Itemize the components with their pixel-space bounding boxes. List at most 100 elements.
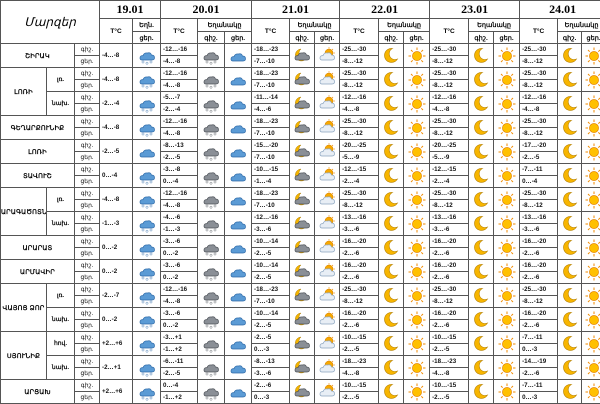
date-header-5: 23.01 xyxy=(430,1,520,19)
sun-icon xyxy=(494,44,520,68)
temperature-day: 0…-3 xyxy=(520,344,558,356)
moon-icon xyxy=(379,212,404,236)
temperature-night: -8…-13 xyxy=(252,356,290,368)
weather-col-header: Եղանակը xyxy=(379,19,430,32)
temperature-night: -3…-6 xyxy=(161,260,198,272)
moon-cloud-icon xyxy=(290,212,315,236)
temperature-night: -18…-23 xyxy=(340,356,379,368)
sun-icon xyxy=(494,284,520,308)
temperature-night: -12…-16 xyxy=(161,116,198,128)
temperature-day: -8…-12 xyxy=(340,296,379,308)
cloud-icon xyxy=(225,212,252,236)
moon-cloud-icon xyxy=(290,116,315,140)
temperature-day: -4…-8 xyxy=(430,104,469,116)
moon-icon xyxy=(379,44,404,68)
temperature-night: -16…-20 xyxy=(520,236,558,248)
temperature-night: -18…-23 xyxy=(252,68,290,80)
temperature-day: -2…-4 xyxy=(161,104,198,116)
moon-icon xyxy=(379,140,404,164)
moon-icon xyxy=(558,380,582,404)
temperature-day: -4…-8 xyxy=(161,56,198,68)
sun-icon xyxy=(494,356,520,380)
temperature-day: -2…-5 xyxy=(161,152,198,164)
region-name: ԼՈՌԻ xyxy=(1,68,47,116)
temperature-day: -8…-12 xyxy=(430,296,469,308)
temperature-night: -5…-7 xyxy=(161,92,198,104)
subregion-label: լռ. xyxy=(47,68,75,92)
sun-cloud-icon xyxy=(315,308,340,332)
night-label: գիշ. xyxy=(75,308,100,320)
night-label: գիշ. xyxy=(75,140,100,152)
sun-icon xyxy=(582,284,600,308)
table-row: նախ.գիշ.0…-2-3…-6-10…-14-16…-20-16…-20-1… xyxy=(1,308,600,320)
moon-icon xyxy=(469,380,494,404)
temperature-day: -8…-12 xyxy=(520,200,558,212)
temperature-day: -2…-5 xyxy=(430,344,469,356)
temperature-day: -2…-6 xyxy=(520,368,558,380)
snow-cloud-icon xyxy=(133,212,161,236)
moon-icon xyxy=(379,92,404,116)
temperature-night: -12…-16 xyxy=(340,92,379,104)
temperature-night: -3…-8 xyxy=(161,164,198,176)
temperature-day: -3…-6 xyxy=(430,224,469,236)
sun-icon xyxy=(582,308,600,332)
snow-dark-cloud-icon xyxy=(198,284,225,308)
temperature-night: -3…-6 xyxy=(161,308,198,320)
sun-cloud-icon xyxy=(315,116,340,140)
temperature-day: -4…-8 xyxy=(520,104,558,116)
temp-col-header: T°C xyxy=(520,19,558,44)
sun-icon xyxy=(404,116,430,140)
sun-icon xyxy=(404,212,430,236)
moon-icon xyxy=(558,260,582,284)
day-label: ցեր. xyxy=(75,80,100,92)
temperature-night: -20…-25 xyxy=(340,140,379,152)
temperature-night: -16…-20 xyxy=(430,236,469,248)
region-name: ԱՐԱԳԱԾՈՏՆ xyxy=(1,188,47,236)
sun-icon xyxy=(582,380,600,404)
cloud-icon xyxy=(225,188,252,212)
moon-icon xyxy=(469,212,494,236)
day-label: ցեր. xyxy=(75,176,100,188)
moon-icon xyxy=(558,164,582,188)
snow-dark-cloud-icon xyxy=(198,212,225,236)
temperature-night: -12…-15 xyxy=(430,164,469,176)
temperature-day: -4…-8 xyxy=(430,368,469,380)
day-label: ցեր. xyxy=(75,368,100,380)
temperature-day: 0…-2 xyxy=(100,260,133,284)
sun-cloud-icon xyxy=(315,332,340,356)
sun-icon xyxy=(494,68,520,92)
snow-cloud-icon xyxy=(133,284,161,308)
temperature-day: -2…-5 xyxy=(252,320,290,332)
region-name: ՏԱՎՈՒՇ xyxy=(1,164,75,188)
night-label: գիշ. xyxy=(75,332,100,344)
temperature-day: -1…+2 xyxy=(161,344,198,356)
night-col-header: գիշ. xyxy=(198,32,225,44)
snow-dark-cloud-icon xyxy=(198,188,225,212)
snow-cloud-icon xyxy=(133,332,161,356)
night-col-header: գիշ. xyxy=(469,32,494,44)
sun-icon xyxy=(494,212,520,236)
weather-col-header: Եղանակը xyxy=(469,19,520,32)
temperature-day: -2…+1 xyxy=(100,356,133,380)
temperature-day: -1…-4 xyxy=(252,176,290,188)
moon-icon xyxy=(379,236,404,260)
cloud-icon xyxy=(225,68,252,92)
temperature-day: -5…-9 xyxy=(430,152,469,164)
day-col-header: ցեր. xyxy=(404,32,430,44)
cloud-icon xyxy=(225,236,252,260)
temperature-night: -17…-20 xyxy=(520,140,558,152)
temp-col-header: T°C xyxy=(252,19,290,44)
sun-icon xyxy=(404,92,430,116)
moon-cloud-icon xyxy=(290,236,315,260)
sun-icon xyxy=(404,236,430,260)
moon-icon xyxy=(469,284,494,308)
temperature-day: -2…-6 xyxy=(430,248,469,260)
day-label: ցեր. xyxy=(75,272,100,284)
moon-icon xyxy=(469,140,494,164)
moon-icon xyxy=(469,308,494,332)
moon-icon xyxy=(558,356,582,380)
region-name: ՍՅՈՒՆԻՔ xyxy=(1,332,47,380)
temperature-day: -8…-12 xyxy=(430,80,469,92)
sun-icon xyxy=(404,44,430,68)
